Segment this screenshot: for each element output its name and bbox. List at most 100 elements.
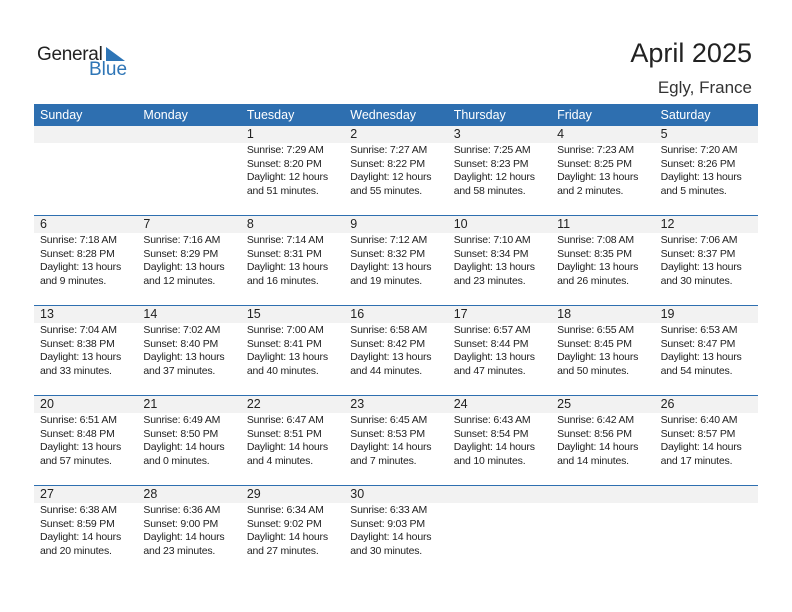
daylight2-text: and 40 minutes. — [246, 364, 319, 377]
week-row: 1 Sunrise: 7:29 AM Sunset: 8:20 PM Daylight… — [34, 126, 758, 216]
daylight2-text: and 33 minutes. — [40, 364, 112, 377]
day-number: 11 — [557, 217, 571, 231]
day-info: Sunrise: 7:23 AM Sunset: 8:25 PM Daylight:… — [557, 144, 654, 198]
sunrise-text: Sunrise: 7:29 AM — [246, 144, 324, 156]
sunrise-text: Sunrise: 7:20 AM — [660, 144, 738, 156]
daylight2-text: and 57 minutes. — [40, 454, 112, 467]
day-cell: 29 Sunrise: 6:34 AM Sunset: 9:02 PM Dayligh… — [241, 486, 344, 576]
page-title: April 2025 — [630, 38, 752, 68]
sunset-text: Sunset: 8:28 PM — [40, 247, 115, 260]
sunrise-text: Sunrise: 7:27 AM — [350, 144, 428, 156]
daylight1-text: Daylight: 13 hours — [660, 261, 742, 273]
sunset-text: Sunset: 8:20 PM — [246, 157, 322, 170]
day-info: Sunrise: 6:57 AM Sunset: 8:44 PM Daylight:… — [454, 324, 551, 378]
daylight2-text: and 2 minutes. — [557, 184, 624, 197]
sunrise-text: Sunrise: 7:04 AM — [40, 324, 117, 336]
weekday-saturday: Saturday — [660, 108, 711, 122]
daylight1-text: Daylight: 13 hours — [246, 261, 328, 273]
sunset-text: Sunset: 8:22 PM — [350, 157, 425, 170]
sunrise-text: Sunrise: 6:33 AM — [350, 504, 428, 516]
day-number: 29 — [246, 487, 261, 501]
daylight1-text: Daylight: 13 hours — [557, 171, 639, 183]
day-info: Sunrise: 7:02 AM Sunset: 8:40 PM Daylight:… — [143, 324, 240, 378]
day-number: 21 — [143, 397, 158, 411]
daylight2-text: and 30 minutes. — [660, 274, 733, 287]
day-number: 8 — [246, 217, 254, 231]
day-cell: 2 Sunrise: 7:27 AM Sunset: 8:22 PM Daylight… — [344, 126, 447, 216]
daylight1-text: Daylight: 13 hours — [350, 261, 432, 273]
daylight2-text: and 55 minutes. — [350, 184, 422, 197]
sunrise-text: Sunrise: 6:43 AM — [453, 414, 531, 426]
day-info: Sunrise: 6:42 AM Sunset: 8:56 PM Daylight:… — [557, 414, 654, 468]
day-info: Sunrise: 7:12 AM Sunset: 8:32 PM Daylight:… — [350, 234, 447, 288]
sunrise-text: Sunrise: 6:40 AM — [660, 414, 738, 426]
day-cell: 25 Sunrise: 6:42 AM Sunset: 8:56 PM Dayligh… — [551, 396, 654, 486]
daylight1-text: Daylight: 13 hours — [660, 171, 742, 183]
sunrise-text: Sunrise: 7:12 AM — [350, 234, 428, 246]
day-number: 6 — [40, 217, 47, 231]
daylight2-text: and 16 minutes. — [246, 274, 319, 287]
sunset-text: Sunset: 8:40 PM — [143, 337, 219, 350]
daylight1-text: Daylight: 12 hours — [453, 171, 535, 183]
sunrise-text: Sunrise: 6:58 AM — [350, 324, 428, 336]
sunrise-text: Sunrise: 6:42 AM — [557, 414, 634, 426]
sunset-text: Sunset: 8:37 PM — [660, 247, 736, 260]
day-number: 3 — [453, 127, 461, 141]
daylight1-text: Daylight: 13 hours — [557, 351, 639, 363]
day-number: 24 — [453, 397, 468, 411]
date-band — [34, 216, 758, 233]
daylight2-text: and 19 minutes. — [350, 274, 422, 287]
daylight2-text: and 50 minutes. — [557, 364, 629, 377]
sunrise-text: Sunrise: 6:55 AM — [557, 324, 634, 336]
logo-text-general: General — [37, 44, 103, 65]
day-number: 4 — [557, 127, 565, 141]
sunset-text: Sunset: 8:25 PM — [557, 157, 632, 170]
daylight1-text: Daylight: 13 hours — [40, 261, 122, 273]
day-info: Sunrise: 6:55 AM Sunset: 8:45 PM Daylight:… — [557, 324, 654, 378]
sunset-text: Sunset: 8:31 PM — [246, 247, 322, 260]
day-number: 5 — [660, 127, 668, 141]
daylight2-text: and 30 minutes. — [350, 544, 422, 557]
day-cell: 20 Sunrise: 6:51 AM Sunset: 8:48 PM Dayligh… — [34, 396, 137, 486]
daylight1-text: Daylight: 13 hours — [660, 351, 742, 363]
sunset-text: Sunset: 8:51 PM — [246, 427, 322, 440]
daylight1-text: Daylight: 12 hours — [246, 171, 328, 183]
day-info: Sunrise: 6:47 AM Sunset: 8:51 PM Daylight:… — [247, 414, 344, 468]
sunset-text: Sunset: 8:59 PM — [40, 517, 115, 530]
day-info: Sunrise: 7:14 AM Sunset: 8:31 PM Daylight:… — [247, 234, 344, 288]
day-number: 30 — [350, 487, 365, 501]
day-cell: 14 Sunrise: 7:02 AM Sunset: 8:40 PM Dayligh… — [137, 306, 240, 396]
day-cell: 7 Sunrise: 7:16 AM Sunset: 8:29 PM Daylight… — [137, 216, 240, 306]
sunset-text: Sunset: 8:23 PM — [453, 157, 529, 170]
day-number: 22 — [246, 397, 261, 411]
day-info: Sunrise: 6:43 AM Sunset: 8:54 PM Daylight:… — [454, 414, 551, 468]
day-info: Sunrise: 7:20 AM Sunset: 8:26 PM Daylight:… — [661, 144, 758, 198]
day-cell: 22 Sunrise: 6:47 AM Sunset: 8:51 PM Dayligh… — [241, 396, 344, 486]
daylight1-text: Daylight: 14 hours — [660, 441, 742, 453]
day-info: Sunrise: 7:10 AM Sunset: 8:34 PM Daylight:… — [454, 234, 551, 288]
sunrise-text: Sunrise: 7:14 AM — [246, 234, 324, 246]
daylight1-text: Daylight: 14 hours — [40, 531, 122, 543]
day-cell: 9 Sunrise: 7:12 AM Sunset: 8:32 PM Daylight… — [344, 216, 447, 306]
daylight1-text: Daylight: 13 hours — [143, 261, 225, 273]
sunrise-text: Sunrise: 7:02 AM — [143, 324, 221, 336]
day-info: Sunrise: 7:18 AM Sunset: 8:28 PM Daylight:… — [40, 234, 137, 288]
daylight2-text: and 58 minutes. — [453, 184, 526, 197]
daylight2-text: and 9 minutes. — [40, 274, 107, 287]
day-info: Sunrise: 6:49 AM Sunset: 8:50 PM Daylight:… — [143, 414, 240, 468]
daylight1-text: Daylight: 13 hours — [453, 261, 535, 273]
day-cell: 30 Sunrise: 6:33 AM Sunset: 9:03 PM Dayligh… — [344, 486, 447, 576]
sunset-text: Sunset: 8:41 PM — [246, 337, 322, 350]
sunrise-text: Sunrise: 7:00 AM — [246, 324, 324, 336]
daylight1-text: Daylight: 14 hours — [350, 531, 432, 543]
day-cell: 8 Sunrise: 7:14 AM Sunset: 8:31 PM Daylight… — [241, 216, 344, 306]
daylight1-text: Daylight: 14 hours — [143, 441, 225, 453]
sunrise-text: Sunrise: 7:08 AM — [557, 234, 634, 246]
daylight2-text: and 23 minutes. — [453, 274, 526, 287]
week-row: 6 Sunrise: 7:18 AM Sunset: 8:28 PM Daylight… — [34, 215, 758, 306]
sunset-text: Sunset: 8:42 PM — [350, 337, 425, 350]
week-row: 27 Sunrise: 6:38 AM Sunset: 8:59 PM Dayligh… — [34, 485, 758, 576]
day-number: 28 — [143, 487, 158, 501]
date-band — [34, 486, 758, 503]
daylight1-text: Daylight: 14 hours — [557, 441, 639, 453]
